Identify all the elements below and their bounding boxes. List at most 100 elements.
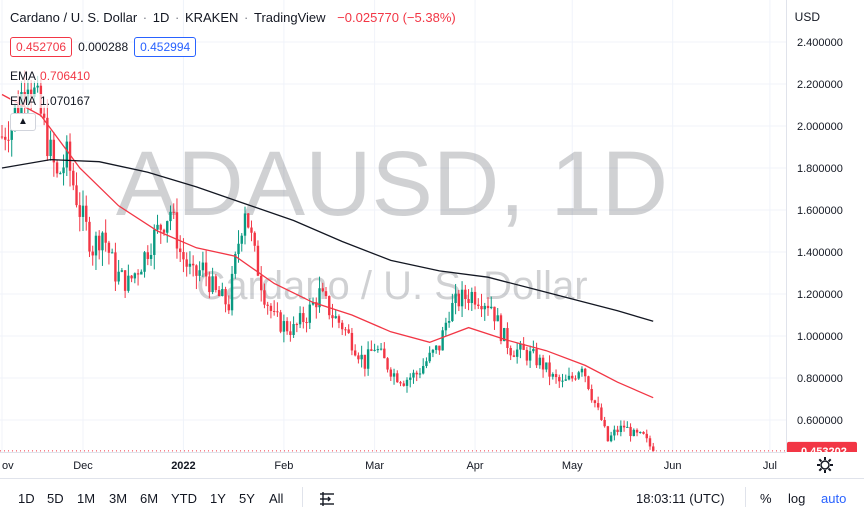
candle-body	[363, 354, 367, 369]
range-ytd-button[interactable]: YTD	[171, 491, 197, 506]
candle-body	[91, 251, 94, 256]
time-tick-label: Jun	[664, 460, 682, 472]
candle-body	[515, 349, 519, 357]
candle-body	[269, 305, 273, 311]
candle-body	[295, 324, 299, 326]
candle-body	[166, 221, 169, 233]
candle-body	[366, 349, 370, 369]
candle-body	[7, 139, 10, 141]
range-all-button[interactable]: All	[269, 491, 284, 506]
interval-label[interactable]: 1D	[152, 10, 170, 25]
sell-price-box[interactable]: 0.452706	[10, 37, 73, 57]
candle-body	[153, 229, 156, 255]
candle-body	[298, 313, 302, 325]
candle-body	[415, 372, 418, 375]
candle-body	[405, 379, 409, 386]
candle-body	[68, 141, 72, 171]
candle-body	[441, 330, 444, 351]
compare-icon[interactable]	[318, 490, 336, 508]
candle-body	[46, 117, 49, 157]
candle-body	[480, 305, 483, 310]
ema-slow-label: EMA	[10, 94, 37, 108]
range-3m-button[interactable]: 3M	[109, 491, 128, 506]
candle-body	[114, 252, 117, 282]
candle-body	[509, 347, 512, 356]
candle-body	[574, 378, 577, 380]
candle-body	[42, 113, 46, 118]
candle-body	[341, 322, 344, 330]
candle-body	[454, 293, 457, 303]
candle-body	[188, 263, 192, 267]
candle-body	[263, 290, 266, 305]
price-axis[interactable]: 2.400000 2.200000 2.000000 1.800000 1.600000…	[786, 0, 864, 472]
range-1d-button[interactable]: 1D	[18, 491, 35, 506]
candle-body	[402, 383, 405, 386]
candle-body	[247, 213, 250, 228]
price-tick-label: 1.400000	[797, 247, 843, 259]
candle-body	[525, 349, 529, 361]
symbol-title[interactable]: Cardano / U. S. Dollar	[10, 10, 138, 25]
candle-body	[211, 276, 214, 293]
candle-body	[444, 322, 448, 331]
candle-body	[315, 302, 318, 308]
candle-body	[567, 375, 571, 380]
candle-body	[4, 136, 7, 140]
candle-body	[622, 425, 626, 428]
candle-body	[626, 426, 629, 428]
candle-body	[201, 262, 205, 271]
candle-body	[379, 348, 383, 350]
candle-body	[172, 211, 175, 213]
price-tick-label: 2.200000	[797, 79, 843, 91]
candle-body	[347, 329, 350, 333]
candle-body	[169, 211, 172, 222]
percent-scale-toggle[interactable]: %	[760, 491, 772, 506]
gear-icon[interactable]	[814, 454, 836, 476]
spread-value: 0.000288	[78, 40, 129, 54]
price-axis-labels: 2.400000 2.200000 2.000000 1.800000 1.600000…	[787, 37, 857, 472]
ema-slow-legend[interactable]: EMA 1.070167	[10, 94, 91, 108]
candle-body	[88, 221, 91, 252]
candle-body	[253, 232, 256, 246]
candle-body	[399, 382, 402, 384]
currency-label[interactable]: USD	[794, 10, 820, 24]
time-tick-label: Feb	[274, 460, 293, 472]
candle-body	[642, 431, 645, 434]
candle-body	[179, 248, 182, 253]
candle-body	[81, 205, 85, 217]
candle-body	[195, 265, 198, 276]
chevron-up-icon[interactable]: ▲	[10, 113, 36, 131]
range-1y-button[interactable]: 1Y	[210, 491, 226, 506]
candle-body	[331, 315, 334, 319]
candle-body	[292, 324, 295, 335]
candle-body	[545, 362, 548, 370]
candle-body	[133, 273, 137, 279]
candle-body	[464, 289, 467, 300]
range-1m-button[interactable]: 1M	[77, 491, 96, 506]
price-tick-label: 1.800000	[797, 163, 843, 175]
candle-body	[311, 302, 315, 305]
utc-clock[interactable]: 18:03:11 (UTC)	[636, 491, 725, 506]
auto-scale-toggle[interactable]: auto	[821, 491, 847, 506]
candle-body	[493, 306, 496, 322]
price-tick-label: 1.000000	[797, 331, 843, 343]
ema-fast-legend[interactable]: EMA 0.706410	[10, 69, 91, 83]
price-plot[interactable]: ADAUSD, 1D Cardano / U. S. Dollar	[0, 0, 786, 452]
buy-price-box[interactable]: 0.452994	[134, 37, 197, 57]
candle-body	[101, 232, 104, 251]
range-5d-button[interactable]: 5D	[47, 491, 64, 506]
candle-body	[460, 289, 464, 307]
candle-body	[561, 380, 564, 382]
log-scale-toggle[interactable]: log	[788, 491, 806, 506]
candle-body	[130, 275, 133, 279]
chart-area[interactable]: ADAUSD, 1D Cardano / U. S. Dollar	[0, 0, 786, 452]
candle-body	[308, 304, 311, 323]
bottom-toolbar: 1D 5D 1M 3M 6M YTD 1Y 5Y All 18:03:11 (U…	[0, 478, 864, 519]
range-5y-button[interactable]: 5Y	[239, 491, 255, 506]
candle-body	[512, 355, 516, 357]
time-axis[interactable]: ov Dec 2022 Feb Mar Apr May Jun Jul	[0, 452, 786, 479]
candle-body	[418, 373, 422, 375]
candle-body	[613, 429, 616, 436]
candle-body	[483, 305, 486, 310]
range-6m-button[interactable]: 6M	[140, 491, 159, 506]
price-tick-label: 0.600000	[797, 415, 843, 427]
